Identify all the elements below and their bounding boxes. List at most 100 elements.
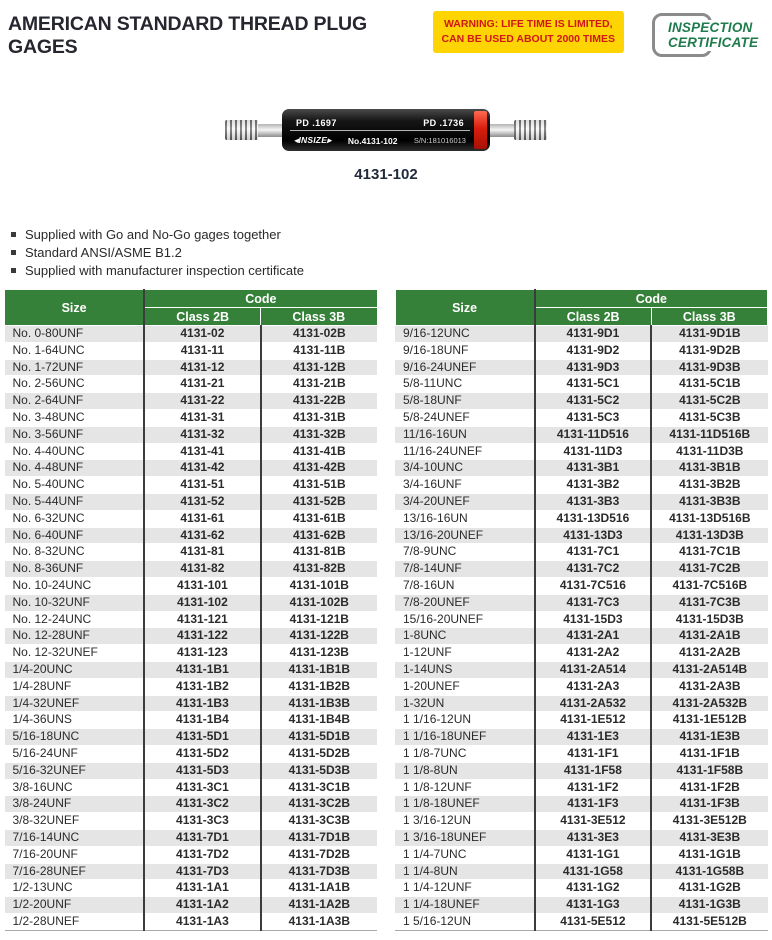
size-cell: No. 4-40UNC xyxy=(4,443,145,461)
class3b-code-cell: 4131-02B xyxy=(259,325,377,343)
class3b-code-cell: 4131-9D2B xyxy=(650,342,768,360)
class2b-code-cell: 4131-1F2 xyxy=(533,779,652,797)
class3b-code-cell: 4131-13D3B xyxy=(650,527,768,545)
size-cell: 5/8-24UNEF xyxy=(395,409,535,427)
class2b-code-cell: 4131-11 xyxy=(143,342,261,360)
table-row: 7/8-20UNEF 4131-7C3 4131-7C3B xyxy=(395,594,768,612)
table-row: 5/8-24UNEF 4131-5C3 4131-5C3B xyxy=(395,409,768,427)
class3b-code-cell: 4131-5E512B xyxy=(650,913,768,931)
size-cell: 3/8-16UNC xyxy=(4,779,145,797)
table-row: 5/16-18UNC 4131-5D1 4131-5D1B xyxy=(4,728,377,746)
size-cell: 15/16-20UNEF xyxy=(395,611,535,629)
size-header-cell: Size xyxy=(4,289,145,326)
class3b-code-cell: 4131-5D1B xyxy=(259,728,377,746)
class2b-code-cell: 4131-101 xyxy=(143,577,261,595)
class3b-code-cell: 4131-62B xyxy=(259,527,377,545)
size-cell: No. 5-44UNF xyxy=(4,493,145,511)
size-cell: 1 1/8-8UN xyxy=(395,762,535,780)
class2b-code-cell: 4131-32 xyxy=(143,426,261,444)
gage-body-bottom-row: ◂INSIZE▸ No.4131-102 S/N:181016013 xyxy=(282,131,490,150)
table-row: 3/4-20UNEF 4131-3B3 4131-3B3B xyxy=(395,493,768,511)
size-cell: No. 8-32UNC xyxy=(4,543,145,562)
class2b-code-cell: 4131-42 xyxy=(143,459,261,478)
table-row: 1-8UNC 4131-2A1 4131-2A1B xyxy=(395,627,768,646)
class2b-code-cell: 4131-7C3 xyxy=(533,594,652,612)
class2b-code-cell: 4131-11D516 xyxy=(533,426,652,444)
table-row: No. 10-32UNF 4131-102 4131-102B xyxy=(4,594,377,612)
class3b-code-cell: 4131-82B xyxy=(259,560,377,578)
brand-logo: ◂INSIZE▸ xyxy=(294,135,332,145)
table-row: No. 12-24UNC 4131-121 4131-121B xyxy=(4,611,377,629)
table-row: 1 1/16-18UNEF 4131-1E3 4131-1E3B xyxy=(395,728,768,746)
feature-list: Supplied with Go and No-Go gages togethe… xyxy=(10,227,772,278)
class3b-header-cell: Class 3B xyxy=(650,307,769,326)
class3b-code-cell: 4131-7C516B xyxy=(650,577,768,595)
class2b-header-cell: Class 2B xyxy=(533,307,652,326)
table-row: No. 8-36UNF 4131-82 4131-82B xyxy=(4,560,377,578)
feature-item: Standard ANSI/ASME B1.2 xyxy=(10,245,772,260)
class2b-code-cell: 4131-121 xyxy=(143,611,261,629)
size-cell: 7/16-20UNF xyxy=(4,846,145,864)
class2b-code-cell: 4131-1F1 xyxy=(533,745,652,763)
class2b-code-cell: 4131-13D3 xyxy=(533,527,652,545)
size-cell: No. 10-24UNC xyxy=(4,577,145,595)
warning-badge: WARNING: LIFE TIME IS LIMITED, CAN BE US… xyxy=(432,11,624,54)
class2b-code-cell: 4131-02 xyxy=(143,325,261,343)
class3b-code-cell: 4131-2A532B xyxy=(650,695,768,713)
table-row: 5/8-18UNF 4131-5C2 4131-5C2B xyxy=(395,392,768,410)
table-row: No. 5-44UNF 4131-52 4131-52B xyxy=(4,493,377,511)
class3b-code-cell: 4131-1B3B xyxy=(259,695,377,713)
size-cell: 1/2-13UNC xyxy=(4,879,145,898)
table-row: No. 4-48UNF 4131-42 4131-42B xyxy=(4,459,377,478)
class2b-code-cell: 4131-5D2 xyxy=(143,745,261,763)
class3b-header-cell: Class 3B xyxy=(260,307,378,326)
table-row: 1 1/8-8UN 4131-1F58 4131-1F58B xyxy=(395,762,768,780)
size-cell: 7/16-14UNC xyxy=(4,829,145,847)
spec-table-left-wrap: Size Code Class 2B Class 3B No. 0-80UNF 4… xyxy=(4,289,378,931)
class3b-code-cell: 4131-52B xyxy=(259,493,377,511)
size-cell: 1/4-28UNF xyxy=(4,678,145,696)
class2b-code-cell: 4131-7D1 xyxy=(143,829,261,847)
size-cell: No. 6-32UNC xyxy=(4,510,145,528)
table-row: 9/16-12UNC 4131-9D1 4131-9D1B xyxy=(395,325,768,343)
table-row: 1/4-36UNS 4131-1B4 4131-1B4B xyxy=(4,711,377,730)
spec-tables: Size Code Class 2B Class 3B No. 0-80UNF 4… xyxy=(0,289,772,931)
size-cell: 9/16-24UNEF xyxy=(395,359,535,377)
table-row: 1-12UNF 4131-2A2 4131-2A2B xyxy=(395,644,768,662)
class3b-code-cell: 4131-3E512B xyxy=(650,812,768,830)
class2b-code-cell: 4131-15D3 xyxy=(533,611,652,629)
class2b-code-cell: 4131-122 xyxy=(143,627,261,646)
class3b-code-cell: 4131-31B xyxy=(259,409,377,427)
table-row: 3/4-16UNF 4131-3B2 4131-3B2B xyxy=(395,476,768,494)
class3b-code-cell: 4131-123B xyxy=(259,644,377,662)
class3b-code-cell: 4131-3B2B xyxy=(650,476,768,494)
size-cell: No. 12-24UNC xyxy=(4,611,145,629)
size-cell: 5/8-18UNF xyxy=(395,392,535,410)
class2b-code-cell: 4131-5C3 xyxy=(533,409,652,427)
table-row: 1-32UN 4131-2A532 4131-2A532B xyxy=(395,695,768,713)
page-title: AMERICAN STANDARD THREAD PLUG GAGES xyxy=(8,13,367,58)
table-header: Size Code Class 2B Class 3B xyxy=(394,289,769,326)
table-row: No. 2-64UNF 4131-22 4131-22B xyxy=(4,392,377,410)
table-row: 3/4-10UNC 4131-3B1 4131-3B1B xyxy=(395,459,768,478)
table-row: 1-14UNS 4131-2A514 4131-2A514B xyxy=(395,661,768,679)
pd-left-label: PD .1697 xyxy=(296,118,337,128)
table-body-left: No. 0-80UNF 4131-02 4131-02B No. 1-64UNC 413… xyxy=(4,325,377,931)
class2b-code-cell: 4131-9D1 xyxy=(533,325,652,343)
table-row: 5/8-11UNC 4131-5C1 4131-5C1B xyxy=(395,375,768,394)
table-row: 11/16-24UNEF 4131-11D3 4131-11D3B xyxy=(395,443,768,461)
table-row: 7/16-28UNEF 4131-7D3 4131-7D3B xyxy=(4,863,377,881)
size-cell: No. 2-64UNF xyxy=(4,392,145,410)
class2b-code-cell: 4131-5D1 xyxy=(143,728,261,746)
class3b-code-cell: 4131-5C3B xyxy=(650,409,768,427)
class3b-code-cell: 4131-102B xyxy=(259,594,377,612)
class2b-code-cell: 4131-3E512 xyxy=(533,812,652,830)
class3b-code-cell: 4131-7C2B xyxy=(650,560,768,578)
class2b-code-cell: 4131-3C1 xyxy=(143,779,261,797)
class3b-code-cell: 4131-22B xyxy=(259,392,377,410)
class2b-code-cell: 4131-11D3 xyxy=(533,443,652,461)
class2b-code-cell: 4131-22 xyxy=(143,392,261,410)
class3b-code-cell: 4131-1F1B xyxy=(650,745,768,763)
size-cell: 3/4-10UNC xyxy=(395,459,535,478)
